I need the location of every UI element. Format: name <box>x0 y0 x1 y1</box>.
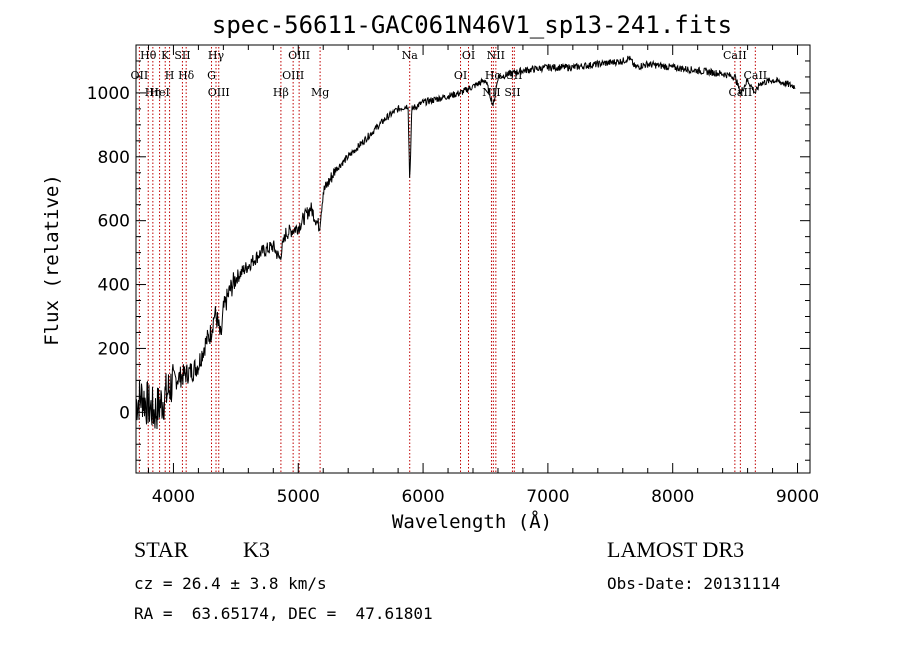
y-tick-label: 600 <box>98 212 130 232</box>
x-axis-label: Wavelength (Å) <box>392 510 552 533</box>
x-tick-label: 4000 <box>152 487 195 507</box>
y-tick-label: 1000 <box>87 84 130 104</box>
ra-dec-coordinates: RA = 63.65174, DEC = 47.61801 <box>134 604 433 623</box>
line-label: G <box>207 69 216 82</box>
object-subclass: K3 <box>243 537 270 562</box>
line-label: OIII <box>208 86 230 99</box>
line-label: Hη <box>145 86 161 99</box>
y-tick-label: 400 <box>98 276 130 296</box>
x-tick-label: 6000 <box>401 487 444 507</box>
y-tick-label: 200 <box>98 339 130 359</box>
line-label: OI <box>462 49 475 62</box>
line-label: SII <box>504 86 520 99</box>
x-tick-label: 7000 <box>526 487 569 507</box>
line-label: NII <box>482 86 500 99</box>
line-label: SII <box>174 49 190 62</box>
y-axis-ticks: 0 200 400 600 800 1000 <box>87 44 810 461</box>
observation-date: Obs-Date: 20131114 <box>607 574 781 593</box>
line-label: Mg <box>311 86 329 99</box>
line-label: OII <box>131 69 149 82</box>
line-label: OIII <box>288 49 310 62</box>
line-label: Hδ <box>178 69 195 82</box>
x-tick-label: 8000 <box>651 487 694 507</box>
line-label: NII <box>487 49 505 62</box>
spectral-line-labels: Hθ OII Hη KH HeI SII Hδ OIII Hγ G Hβ OIII OIII Mg Na OI… <box>131 49 768 99</box>
line-label: K <box>161 49 170 62</box>
spectrum-line <box>135 55 796 430</box>
line-label: Hθ <box>140 49 157 62</box>
line-label: Hβ <box>273 86 289 99</box>
line-label: OIII <box>282 69 304 82</box>
y-tick-label: 800 <box>98 148 130 168</box>
line-label: H <box>165 69 175 82</box>
x-tick-label: 5000 <box>277 487 320 507</box>
line-label: Na <box>402 49 419 62</box>
line-label: CaII <box>723 49 747 62</box>
spectral-line-markers <box>138 47 756 472</box>
y-axis-label: Flux (relative) <box>41 174 63 346</box>
survey-name: LAMOST DR3 <box>607 537 745 562</box>
y-tick-label: 0 <box>119 403 130 423</box>
plot-frame <box>135 44 811 474</box>
object-class: STAR <box>134 537 189 562</box>
x-axis-ticks: 4000 5000 6000 7000 8000 9000 <box>147 45 819 507</box>
line-label: CaII <box>743 69 767 82</box>
spectrum-series <box>135 55 796 430</box>
chart-title: spec-56611-GAC061N46V1_sp13-241.fits <box>212 11 732 39</box>
redshift-cz: cz = 26.4 ± 3.8 km/s <box>134 574 327 593</box>
line-label: HeI <box>149 86 169 99</box>
line-label: Hγ <box>208 49 225 62</box>
line-label: OI <box>454 69 467 82</box>
x-tick-label: 9000 <box>776 487 819 507</box>
